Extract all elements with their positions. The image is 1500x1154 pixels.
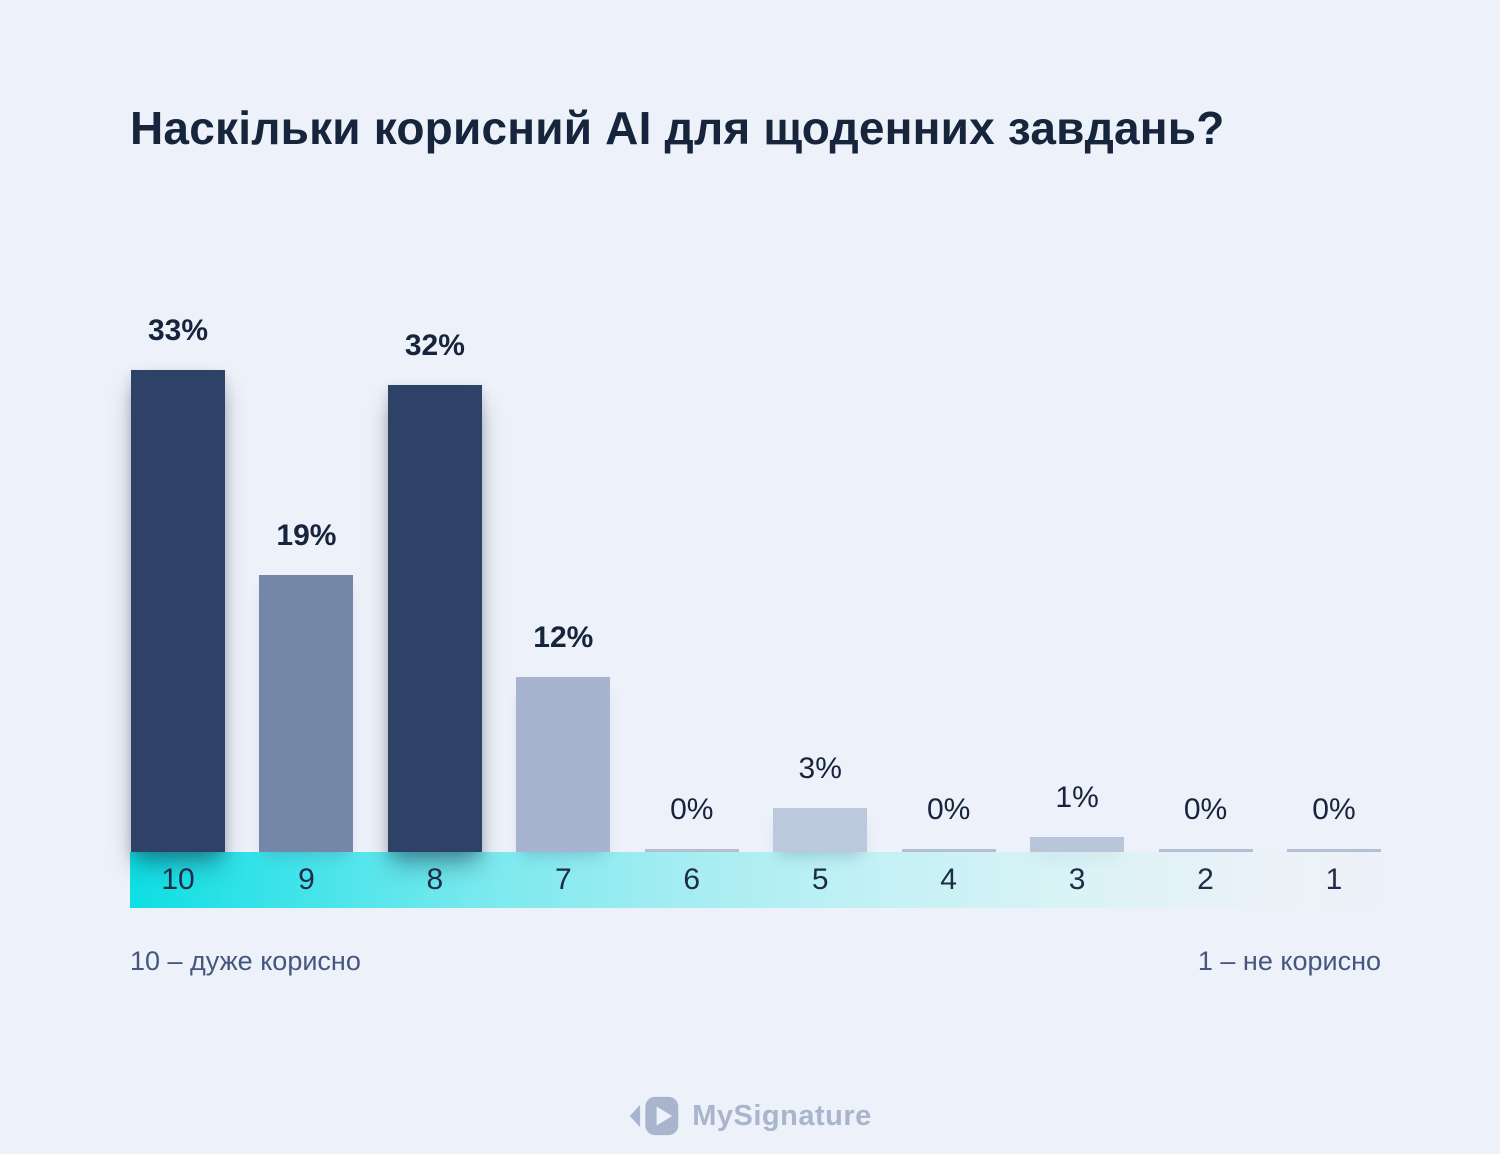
axis-label-7: 7: [554, 863, 572, 896]
bar-slot-9: 19%: [259, 352, 354, 852]
bar-value-label-5: 3%: [798, 752, 842, 786]
mysignature-logo-icon: [628, 1094, 680, 1138]
legend-right-label: 1 – не корисно: [1197, 946, 1381, 976]
bar-7: [516, 676, 611, 852]
axis-gradient-strip: [130, 852, 1390, 908]
axis-label-4: 4: [940, 863, 957, 896]
axis-label-6: 6: [683, 863, 701, 896]
bar-value-label-9: 19%: [276, 518, 337, 552]
axis-label-2: 2: [1197, 863, 1214, 896]
bar-slot-6: 0%: [644, 352, 739, 852]
axis-label-1: 1: [1325, 863, 1343, 896]
bar-2: [1158, 849, 1253, 852]
legend-left-label: 10 – дуже корисно: [130, 946, 361, 976]
bar-value-label-7: 12%: [533, 620, 594, 654]
bar-slot-10: 33%: [131, 314, 225, 852]
footer-branding: MySignature: [0, 1094, 1500, 1138]
bar-3: [1030, 837, 1125, 852]
bar-slot-5: 3%: [773, 352, 868, 852]
bar-slot-8: 32%: [387, 329, 482, 852]
bar-value-label-10: 33%: [147, 314, 209, 347]
bar-value-label-8: 32%: [404, 328, 465, 362]
bar-chart: 33% 19% 32% 12% 0% 3% 0% 1% 0% 0% 10 9 8 7 6 5 4 3 2 1: [130, 300, 1390, 908]
bar-4: [901, 849, 996, 852]
bar-value-label-6: 0%: [670, 793, 714, 826]
bar-slot-4: 0%: [901, 352, 996, 852]
axis-label-8: 8: [426, 863, 444, 896]
axis-labels-row: 10 9 8 7 6 5 4 3 2 1: [131, 852, 1381, 908]
bar-slot-3: 1%: [1030, 352, 1125, 852]
bar-10: [131, 370, 225, 852]
bar-6: [644, 849, 739, 852]
bar-slot-2: 0%: [1158, 352, 1253, 852]
bar-1: [1286, 849, 1381, 852]
bar-8: [387, 384, 482, 852]
bar-slot-1: 0%: [1286, 352, 1381, 852]
axis-label-5: 5: [811, 863, 829, 896]
bar-value-label-4: 0%: [926, 793, 971, 826]
brand-name: MySignature: [692, 1099, 872, 1132]
bar-value-label-3: 1%: [1055, 781, 1099, 815]
scale-legend: 10 – дуже корисно 1 – не корисно: [130, 946, 1381, 977]
axis-label-9: 9: [298, 863, 315, 896]
bar-value-label-2: 0%: [1183, 793, 1228, 826]
chart-title: Наскільки корисний AI для щоденних завда…: [130, 102, 1225, 154]
bar-5: [773, 808, 868, 852]
axis-label-10: 10: [161, 863, 195, 896]
bar-value-label-1: 0%: [1312, 793, 1356, 826]
bar-slot-7: 12%: [516, 352, 611, 852]
axis-label-3: 3: [1068, 863, 1086, 896]
bar-9: [259, 574, 354, 852]
bars-container: 33% 19% 32% 12% 0% 3% 0% 1% 0% 0%: [131, 314, 1381, 852]
